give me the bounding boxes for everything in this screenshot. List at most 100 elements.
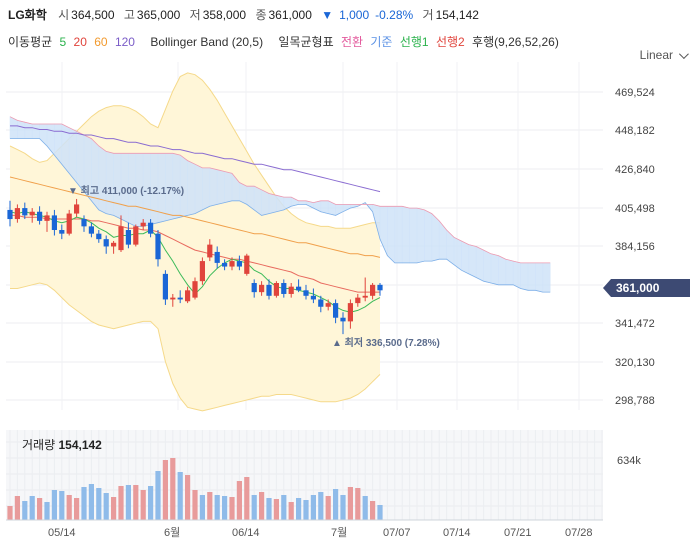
candle-body	[29, 211, 35, 216]
ichimoku-conversion-label[interactable]: 전환	[340, 35, 364, 49]
volume-bar	[333, 489, 339, 520]
scale-selector-label: Linear	[639, 48, 673, 62]
candle-body	[140, 222, 146, 227]
candle-body	[333, 303, 339, 318]
date-tick: 07/07	[383, 527, 411, 539]
ma20-label[interactable]: 20	[73, 35, 87, 49]
volume-bar	[59, 491, 65, 520]
volume-bar	[355, 488, 361, 520]
close-label: 종	[255, 8, 267, 22]
volume-bar	[185, 475, 191, 520]
volume-bar	[103, 493, 109, 520]
date-tick: 07/21	[504, 527, 532, 539]
volume-bar	[192, 490, 198, 520]
date-tick: 6월	[164, 526, 180, 539]
candle-body	[273, 283, 279, 296]
change-pct: -0.28%	[375, 8, 414, 22]
cloud-segment	[24, 121, 33, 139]
candle-body	[199, 261, 205, 282]
cloud-segment	[483, 249, 492, 284]
high-annotation: ▼ 최고 411,000 (-12.17%)	[68, 184, 184, 197]
cloud-segment	[194, 163, 203, 215]
date-tick: 07/14	[443, 527, 471, 539]
cloud-segment	[520, 262, 529, 291]
cloud-segment	[461, 240, 470, 275]
ma-label[interactable]: 이동평균	[8, 35, 53, 49]
volume-value: 154,142	[435, 8, 479, 22]
candle-body	[103, 239, 109, 247]
cloud-segment	[216, 169, 225, 205]
cloud-lead2-line	[9, 116, 551, 264]
candle-body	[251, 283, 257, 293]
scale-selector[interactable]: Linear	[639, 48, 689, 62]
ma60-label[interactable]: 60	[94, 35, 108, 49]
bollinger-label[interactable]: Bollinger Band (20,5)	[150, 35, 264, 49]
volume-bar	[7, 506, 13, 520]
change-down-icon: ▼	[321, 8, 334, 22]
candle-body	[162, 273, 168, 300]
cloud-segment	[475, 245, 484, 282]
ichimoku-lead2-label[interactable]: 선행2	[435, 35, 465, 49]
ichimoku-label[interactable]: 일목균형표	[278, 35, 334, 49]
candle-body	[7, 209, 13, 220]
cloud-segment	[505, 258, 514, 286]
indicator-legend: 이동평균 5 20 60 120 Bollinger Band (20,5) 일…	[8, 33, 563, 50]
volume-bar	[66, 495, 72, 520]
volume-bar	[96, 488, 102, 520]
ma120-line	[10, 125, 381, 193]
ichimoku-base-label[interactable]: 기준	[370, 35, 393, 49]
low-value: 358,000	[202, 8, 247, 22]
ma5-label[interactable]: 5	[59, 35, 67, 49]
candle-body	[59, 230, 65, 234]
cloud-segment	[468, 244, 477, 279]
volume-bar	[259, 492, 265, 520]
date-tick: 06/14	[232, 527, 260, 539]
close-value: 361,000	[268, 8, 312, 22]
price-tick: 320,130	[615, 357, 655, 369]
cloud-segment	[76, 130, 85, 193]
volume-bar	[199, 495, 205, 520]
volume-bar	[111, 497, 117, 520]
price-tick: 341,472	[615, 318, 655, 330]
candle-body	[81, 219, 87, 227]
candle-body	[125, 230, 131, 245]
current-price-value: 361,000	[616, 281, 660, 295]
candle-body	[22, 208, 28, 216]
cloud-segment	[490, 253, 499, 286]
cloud-segment	[298, 200, 307, 205]
volume-bar	[22, 501, 28, 520]
volume-bar	[273, 499, 279, 520]
candle-body	[88, 226, 94, 234]
change-value: 1,000	[339, 8, 370, 22]
ma120-label[interactable]: 120	[114, 35, 135, 49]
volume-bar	[303, 500, 309, 520]
cloud-segment	[424, 209, 433, 262]
volume-bar	[88, 484, 94, 520]
volume-bar	[125, 485, 131, 520]
volume-bar	[244, 477, 250, 520]
cloud-segment	[542, 262, 551, 293]
volume-bar	[347, 487, 353, 520]
candle-body	[14, 208, 20, 220]
volume-bar	[162, 460, 168, 520]
volume-bar	[14, 496, 20, 520]
cloud-segment	[416, 207, 425, 264]
candle-body	[236, 261, 242, 267]
price-axis: 469,524 448,182 426,840 405,498 384,156 …	[615, 87, 655, 407]
volume-bar	[81, 487, 87, 520]
volume-bar	[236, 481, 242, 520]
volume-bar	[310, 495, 316, 520]
cloud-segment	[535, 262, 544, 293]
volume-bar	[155, 471, 161, 520]
volume-title-label: 거래량	[22, 438, 56, 452]
ichimoku-lagging-label[interactable]: 후행(9,26,52,26)	[472, 35, 559, 49]
candle-body	[207, 244, 213, 258]
cloud-segment	[261, 189, 270, 216]
ichimoku-lead1-label[interactable]: 선행1	[399, 35, 429, 49]
candle-body	[118, 226, 124, 251]
volume-bar	[325, 496, 331, 520]
open-value: 364,500	[71, 8, 115, 22]
low-label: 저	[189, 8, 201, 22]
current-price-tag-bg	[603, 279, 690, 297]
